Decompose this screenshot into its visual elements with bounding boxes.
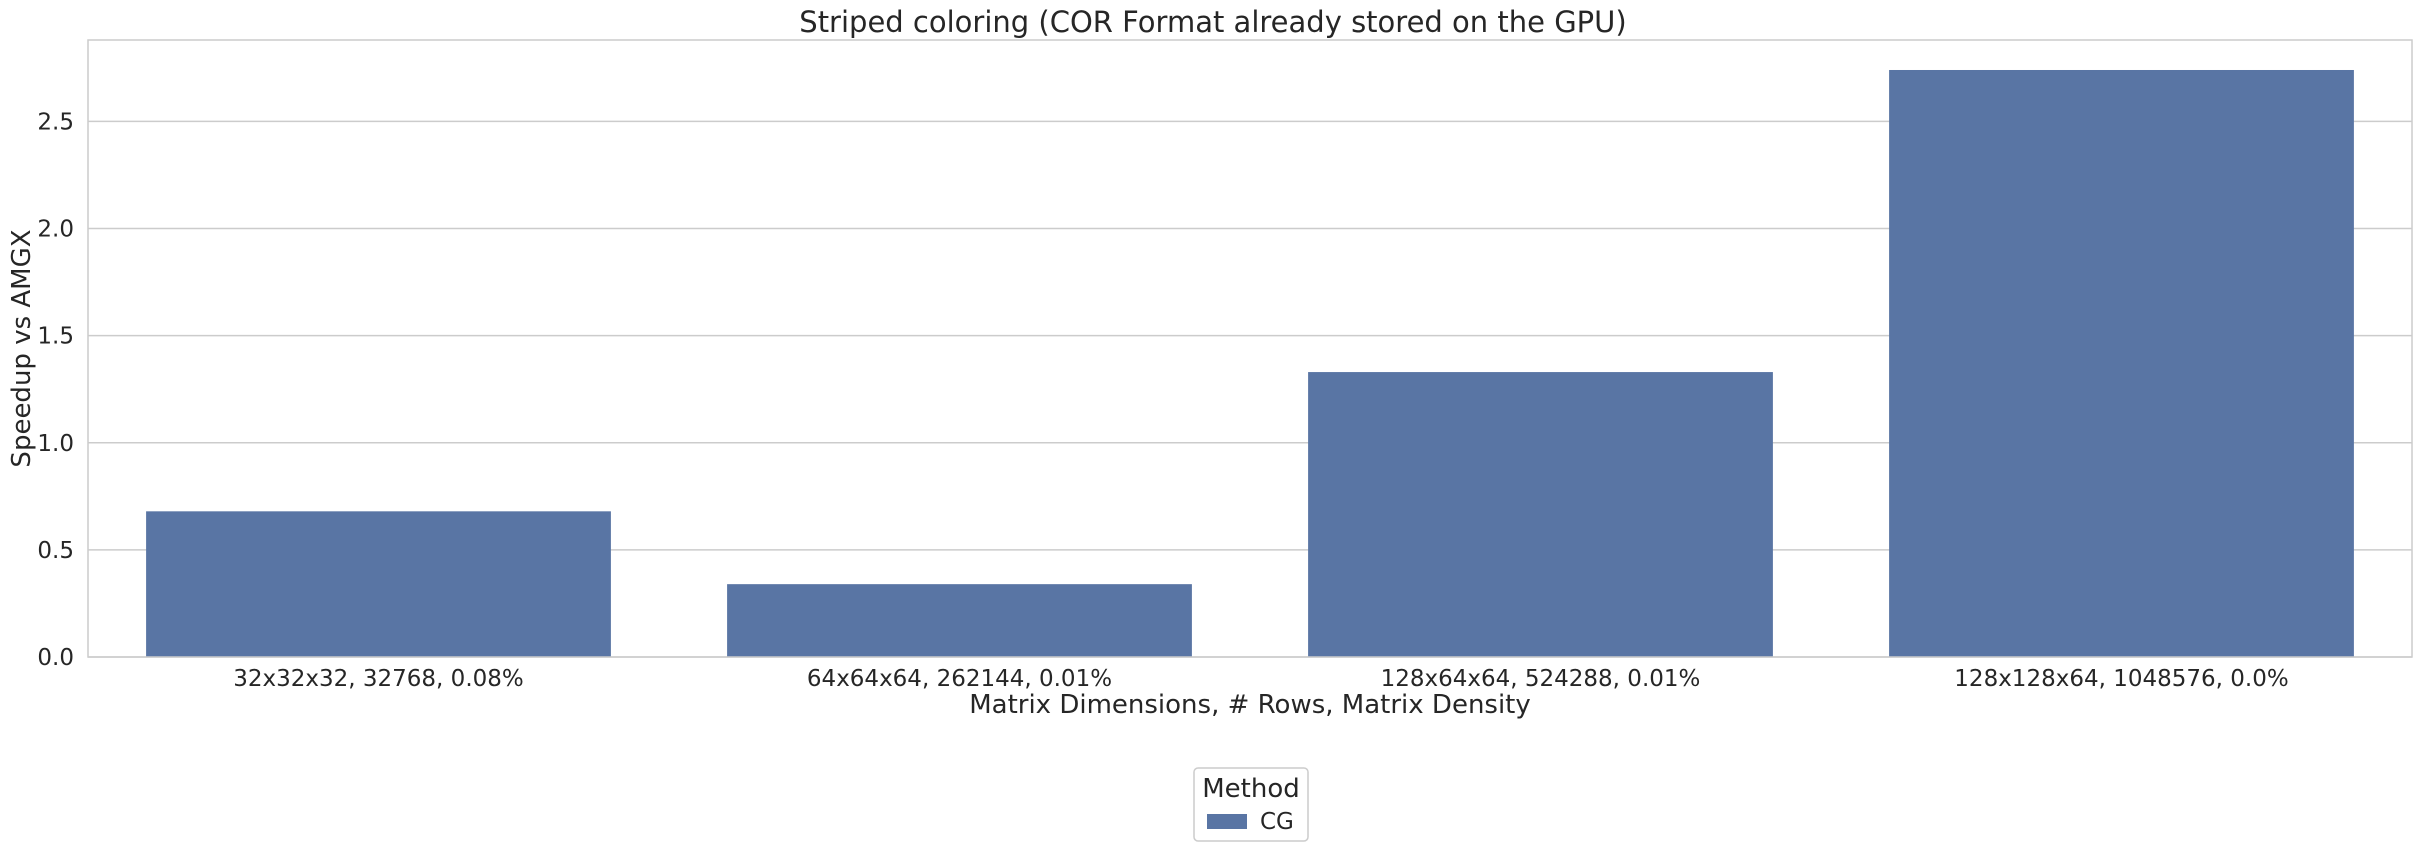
y-tick-label: 0.0	[37, 645, 74, 671]
y-tick-label: 2.5	[37, 109, 74, 135]
x-tick-label: 64x64x64, 262144, 0.01%	[807, 666, 1112, 692]
legend-title: Method	[1202, 774, 1300, 804]
chart-title: Striped coloring (COR Format already sto…	[799, 5, 1626, 39]
y-tick-labels: 0.0 0.5 1.0 1.5 2.0 2.5	[37, 109, 74, 671]
bar	[727, 584, 1192, 657]
bar	[146, 511, 611, 657]
bars	[146, 69, 2354, 658]
y-tick-label: 1.0	[37, 431, 74, 457]
x-axis-label: Matrix Dimensions, # Rows, Matrix Densit…	[969, 690, 1531, 720]
bar	[1308, 372, 1773, 657]
bar	[1889, 69, 2354, 658]
y-tick-label: 1.5	[37, 324, 74, 350]
legend: Method CG	[1193, 767, 1309, 842]
y-tick-label: 0.5	[37, 538, 74, 564]
x-tick-label: 128x64x64, 524288, 0.01%	[1381, 666, 1701, 692]
legend-label-cg: CG	[1260, 809, 1294, 835]
x-tick-label: 128x128x64, 1048576, 0.0%	[1954, 666, 2288, 692]
legend-swatch-cg	[1207, 814, 1247, 829]
x-tick-label: 32x32x32, 32768, 0.08%	[233, 666, 524, 692]
y-axis-label: Speedup vs AMGX	[7, 229, 37, 467]
x-tick-labels: 32x32x32, 32768, 0.08% 64x64x64, 262144, …	[233, 666, 2288, 692]
plot-frame	[87, 39, 2413, 658]
y-tick-label: 2.0	[37, 217, 74, 243]
